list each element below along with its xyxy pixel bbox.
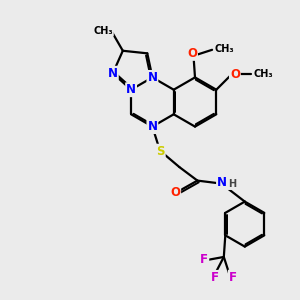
Text: N: N bbox=[147, 120, 158, 133]
Text: CH₃: CH₃ bbox=[254, 69, 273, 79]
Text: H: H bbox=[228, 179, 236, 189]
Text: F: F bbox=[229, 271, 237, 284]
Text: F: F bbox=[211, 271, 219, 284]
Text: F: F bbox=[200, 254, 208, 266]
Text: N: N bbox=[126, 83, 136, 96]
Text: O: O bbox=[170, 185, 180, 199]
Text: O: O bbox=[187, 47, 197, 60]
Text: S: S bbox=[156, 145, 165, 158]
Text: O: O bbox=[230, 68, 240, 81]
Text: N: N bbox=[108, 67, 118, 80]
Text: N: N bbox=[217, 176, 227, 190]
Text: CH₃: CH₃ bbox=[214, 44, 234, 54]
Text: N: N bbox=[147, 71, 158, 84]
Text: CH₃: CH₃ bbox=[93, 26, 113, 36]
